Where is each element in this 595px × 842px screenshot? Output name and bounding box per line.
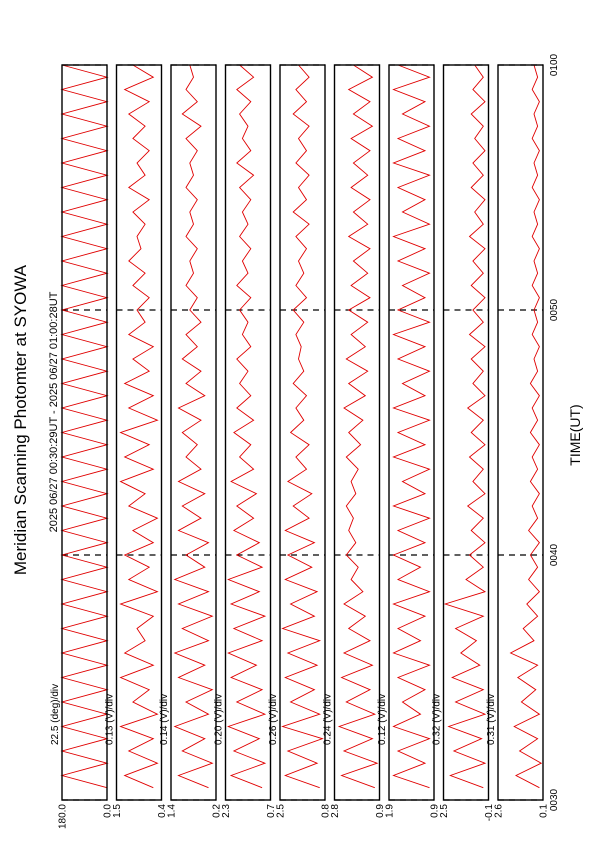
panel-frame [279,64,326,801]
y-tick-label: -0.1 [484,804,495,822]
y-tick-label: 1.9 [385,804,396,818]
data-line [443,64,487,789]
y-tick-label: 1.4 [167,804,178,818]
data-line [281,64,324,789]
panel-frame [170,64,217,801]
panel-frame [333,64,381,801]
y-tick-label: 0.4 [157,804,168,818]
panel-frame [61,64,108,801]
data-line [509,64,543,789]
data-line [392,64,431,789]
scale-label: 0.26 (V)/div [268,694,279,745]
chart-subtitle: 2025 06/27 00:30:29UT - 2025 06/27 01:00… [48,291,60,532]
scale-label: 0.13 (V)/div [105,694,116,745]
panel-frame [224,64,272,801]
y-tick-label: 0.2 [212,804,223,818]
panel-frame [497,64,544,801]
x-tick-label: 0050 [549,298,560,321]
scale-label: 0.14 (V)/div [159,694,170,745]
scale-label: 0.12 (V)/div [377,694,388,745]
x-tick-label: 0030 [549,788,560,811]
chart-title: Meridian Scanning Photomter at SYOWA [11,264,30,575]
scale-label: 0.31 (V)/div [486,694,497,745]
y-tick-label: 2.8 [330,804,341,818]
y-tick-label: 0.9 [430,804,441,818]
rotated-plot: Meridian Scanning Photomter at SYOWA 202… [11,53,583,829]
y-tick-label: 180.0 [58,804,69,829]
y-tick-label: 2.5 [276,804,287,818]
data-line [119,64,159,789]
x-axis-label: TIME(UT) [567,404,583,465]
data-line [337,64,379,789]
y-tick-label: 0.1 [539,804,550,818]
scale-label: 22.5 (deg)/div [50,684,61,745]
scale-label: 0.32 (V)/div [432,694,443,745]
y-tick-label: 2.3 [221,804,232,818]
y-tick-label: 0.0 [103,804,114,818]
panel-frame [442,64,490,801]
panel-frame [115,64,163,801]
scale-label: 0.24 (V)/div [323,694,334,745]
y-tick-label: 1.5 [112,804,123,818]
x-tick-label: 0040 [549,543,560,566]
data-line [173,64,214,789]
data-line [226,64,267,789]
y-tick-label: 0.7 [266,804,277,818]
y-tick-label: 2.5 [439,804,450,818]
y-tick-label: 0.9 [375,804,386,818]
y-tick-label: 2.6 [494,804,505,818]
x-tick-label: 0100 [549,53,560,76]
panel-frame [388,64,435,801]
data-line [60,64,109,789]
scale-label: 0.20 (V)/div [214,694,225,745]
y-tick-label: 0.8 [321,804,332,818]
